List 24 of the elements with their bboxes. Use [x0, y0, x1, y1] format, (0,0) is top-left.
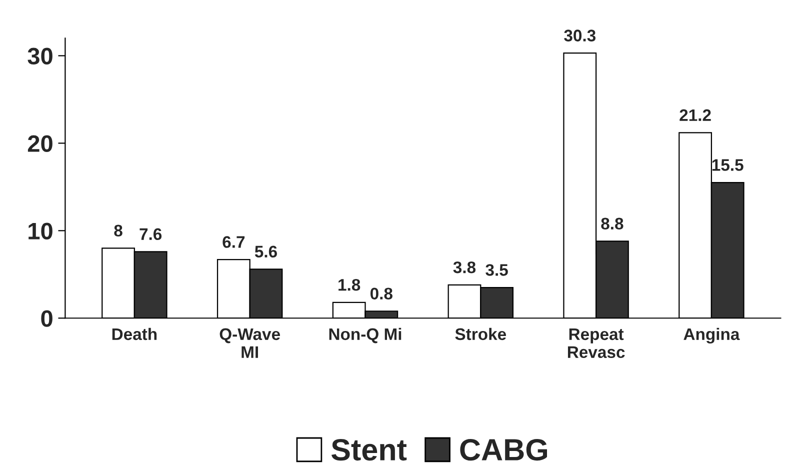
data-label: 8.8: [601, 218, 624, 230]
data-label: 8: [114, 224, 122, 237]
data-label: 5.6: [254, 246, 277, 258]
x-tick-label: Non-Q Mi: [329, 328, 402, 344]
x-tick-label: Angina: [684, 328, 740, 344]
data-label: 3.8: [453, 261, 476, 274]
data-label: 3.5: [486, 264, 508, 276]
x-tick-label: Q-Wave MI: [220, 328, 280, 358]
y-tick-label: 10: [28, 222, 52, 240]
legend-label: Stent: [331, 438, 407, 461]
data-label: 30.3: [564, 30, 596, 42]
data-label: 0.8: [370, 288, 392, 300]
data-label: 6.7: [222, 236, 245, 248]
x-tick-label: Death: [112, 328, 157, 340]
x-tick-label: Stroke: [455, 328, 506, 340]
y-tick-label: 30: [28, 48, 52, 65]
data-label: 15.5: [712, 159, 744, 171]
y-tick-label: 20: [28, 135, 52, 152]
y-tick-label: 0: [41, 310, 52, 327]
data-label: 21.2: [680, 109, 711, 121]
data-label: 7.6: [140, 228, 162, 240]
x-tick-label: Repeat Revasc: [568, 328, 625, 358]
data-label: 1.8: [338, 278, 360, 291]
legend-label: CABG: [460, 438, 547, 461]
